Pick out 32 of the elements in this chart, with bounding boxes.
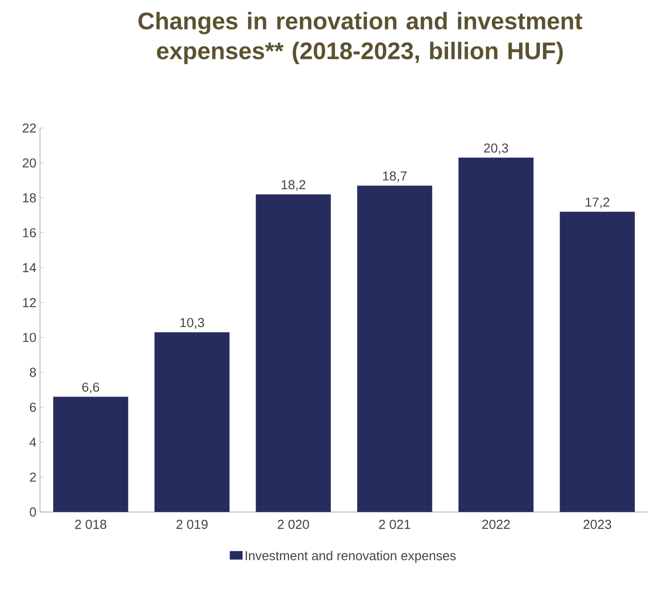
bar: [357, 186, 432, 512]
y-tick-label: 16: [23, 228, 36, 238]
bar: [458, 158, 534, 512]
x-tick-label: 2023: [584, 520, 612, 529]
legend-label: Investment and renovation expenses: [246, 550, 456, 563]
bar: [256, 194, 331, 512]
y-tick-label: 10: [23, 332, 36, 342]
y-tick-label: 8: [30, 368, 36, 377]
data-label: 18,2: [282, 180, 306, 191]
y-tick-label: 14: [23, 263, 36, 272]
y-tick-label: 20: [22, 158, 36, 168]
data-label: 18,7: [383, 171, 407, 182]
chart-title: Changes in renovation and investment expenses** (2018-2023, billion HUF): [138, 12, 582, 64]
x-tick-label: 2 021: [379, 520, 410, 529]
data-label: 6,6: [82, 382, 100, 394]
x-tick-label: 2 019: [176, 520, 208, 529]
bar: [560, 212, 635, 512]
data-label: 17,2: [586, 198, 610, 208]
y-tick-label: 12: [23, 298, 36, 308]
y-tick-label: 0: [30, 507, 36, 517]
data-label: 20,3: [484, 143, 508, 154]
x-tick-label: 2 020: [278, 520, 310, 529]
y-tick-label: 22: [22, 123, 36, 133]
y-tick-label: 18: [23, 193, 36, 202]
y-tick-label: 6: [30, 402, 36, 412]
y-tick-label: 2: [30, 472, 36, 482]
x-tick-label: 2022: [482, 520, 510, 529]
bar: [53, 396, 128, 512]
bar: [154, 332, 230, 512]
x-tick-label: 2 018: [75, 520, 106, 529]
data-label: 10,3: [180, 318, 204, 329]
y-tick-label: 4: [30, 438, 36, 447]
